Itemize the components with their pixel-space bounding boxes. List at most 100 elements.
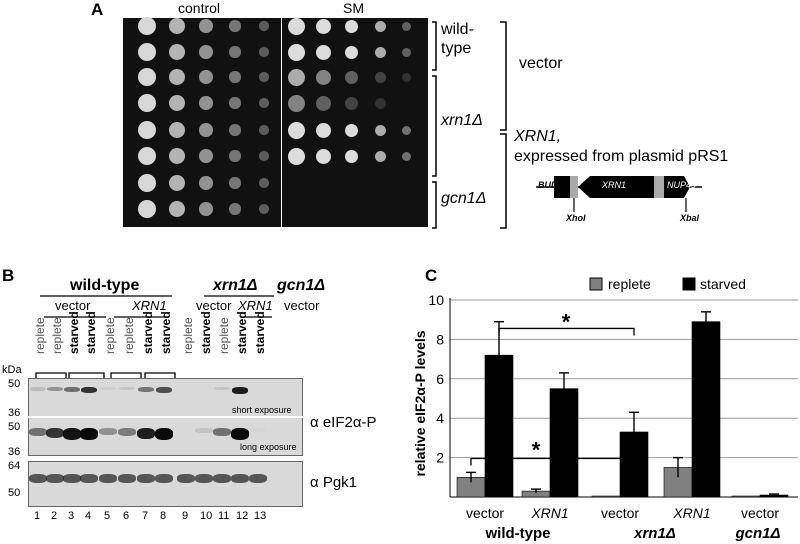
colony-spot xyxy=(315,44,331,60)
kda-top-50b: 50 xyxy=(8,421,21,433)
significance-star: * xyxy=(562,310,571,335)
colony-spot xyxy=(344,123,358,137)
exposure-divider xyxy=(28,416,303,418)
colony-spot xyxy=(229,20,241,32)
blot-pgk1-label: α Pgk1 xyxy=(310,474,358,491)
lane-number: 9 xyxy=(182,510,189,522)
colony-spot xyxy=(138,17,156,35)
significance-bracket xyxy=(470,457,635,466)
x-group-label: wild-type xyxy=(484,525,550,542)
col-control-label: control xyxy=(178,0,221,16)
colony-spot xyxy=(138,94,156,112)
lane-condition-label: starved xyxy=(253,311,267,354)
colony-spot xyxy=(229,203,241,215)
colony-spot xyxy=(287,43,305,61)
group-xrn1-label: xrn1Δ xyxy=(213,277,258,294)
colony-spot xyxy=(259,151,269,161)
x-group-label: xrn1Δ xyxy=(633,525,676,542)
colony-spot xyxy=(138,174,156,192)
colony-spot xyxy=(401,47,411,57)
colony-spot xyxy=(287,17,305,35)
xrn1-xrn1-label: XRN1 xyxy=(238,298,273,313)
colony-spot xyxy=(229,46,241,58)
colony-spot xyxy=(229,71,241,83)
lane-number: 1 xyxy=(34,510,41,522)
colony-spot xyxy=(169,201,185,217)
colony-spot xyxy=(287,121,305,139)
lane-condition-label: replete xyxy=(181,317,195,354)
blot-band xyxy=(119,387,135,391)
lane-number: 12 xyxy=(236,510,249,522)
blot-band xyxy=(29,428,47,436)
blot-band xyxy=(155,474,173,483)
blot-band xyxy=(30,387,46,391)
colony-spot xyxy=(259,72,269,82)
colony-spot xyxy=(199,123,213,137)
legend-swatch-starved xyxy=(682,277,696,291)
strain-wt-label: wild- type xyxy=(441,21,474,57)
colony-spot xyxy=(259,204,269,214)
colony-spot xyxy=(199,149,213,163)
colony-spot xyxy=(169,148,185,164)
colony-spot xyxy=(169,69,185,85)
colony-spot xyxy=(199,202,213,216)
y-tick-label: 6 xyxy=(436,371,444,387)
colony-spot xyxy=(315,95,331,111)
x-group-label: gcn1Δ xyxy=(734,525,780,542)
colony-spot xyxy=(138,200,156,218)
blot-band xyxy=(80,428,98,440)
bar-replete xyxy=(731,495,761,498)
kda-bottom-64: 64 xyxy=(8,460,21,472)
colony-spot xyxy=(344,45,358,59)
blot-band xyxy=(213,428,231,436)
kda-top-36b: 36 xyxy=(8,446,21,458)
blot-band xyxy=(231,474,249,483)
plasmid-construct-diagram xyxy=(536,176,702,212)
x-tick-label: XRN1 xyxy=(672,505,710,521)
colony-spot xyxy=(229,177,241,189)
blot-band xyxy=(118,428,136,436)
legend-label-replete: replete xyxy=(608,276,651,292)
panel-a-brackets xyxy=(432,21,507,229)
lane-condition-label: replete xyxy=(217,317,231,354)
panel-b-header-lines xyxy=(35,295,274,378)
colony-spot xyxy=(259,178,269,188)
y-axis-label: relative eIF2α-P levels xyxy=(412,330,428,476)
legend-swatch-replete xyxy=(589,277,603,291)
blot-band xyxy=(99,428,117,435)
wt-xrn1-label: XRN1 xyxy=(132,298,167,313)
colony-spot xyxy=(169,175,185,191)
blot-band xyxy=(29,474,47,483)
colony-spot xyxy=(374,20,386,32)
bar-starved xyxy=(691,321,721,498)
short-exposure-label: short exposure xyxy=(232,405,292,415)
lane-condition-label: replete xyxy=(33,317,47,354)
colony-spot xyxy=(374,150,386,162)
colony-spot xyxy=(374,71,386,83)
blot-band xyxy=(137,428,155,440)
blot-band xyxy=(118,474,136,483)
blot-band xyxy=(231,428,249,440)
colony-spot xyxy=(229,124,241,136)
lane-number: 3 xyxy=(68,510,75,522)
colony-spot xyxy=(287,68,305,86)
blot-band xyxy=(100,387,116,391)
blot-band xyxy=(249,428,267,432)
vector-label: vector xyxy=(519,55,563,72)
lane-number: 7 xyxy=(142,510,149,522)
lane-condition-label: starved xyxy=(199,311,213,354)
colony-spot xyxy=(344,96,358,110)
colony-spot xyxy=(138,43,156,61)
lane-number: 4 xyxy=(85,510,92,522)
kda-label: kDa xyxy=(2,364,22,376)
colony-spot xyxy=(259,21,269,31)
site-xhoi: XhoI xyxy=(566,213,586,223)
colony-spot xyxy=(315,122,331,138)
blot-eif2a-label: α eIF2α-P xyxy=(310,414,377,431)
colony-spot xyxy=(169,44,185,60)
bar-replete xyxy=(591,495,621,498)
lane-number: 10 xyxy=(200,510,213,522)
colony-spot xyxy=(199,70,213,84)
blot-band xyxy=(156,387,172,393)
colony-spot xyxy=(374,46,386,58)
